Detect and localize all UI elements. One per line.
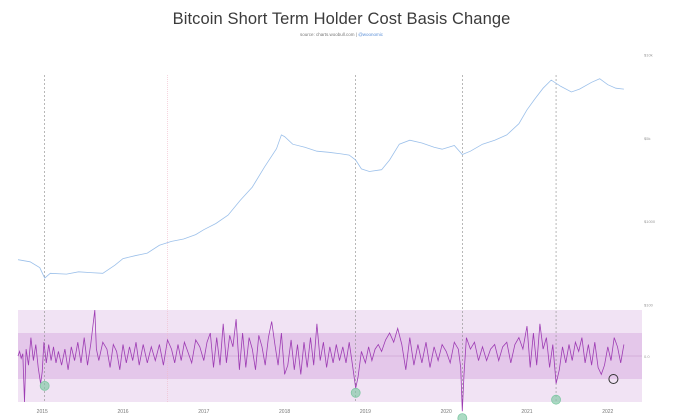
price-tick-label: $10k <box>644 53 653 58</box>
chart-subtitle: source: charts.woobull.com | @woonomic <box>0 32 683 37</box>
x-tick-label: 2022 <box>602 409 613 415</box>
price-line <box>17 78 624 279</box>
oscillator-bands <box>18 310 642 402</box>
x-tick-label: 2019 <box>360 409 371 415</box>
x-tick-label: 2020 <box>441 409 452 415</box>
highlight-point <box>457 413 468 420</box>
subtitle-handle: @woonomic <box>358 32 384 37</box>
chart-title: Bitcoin Short Term Holder Cost Basis Cha… <box>172 10 511 28</box>
price-tick-label: $100 <box>644 303 654 308</box>
price-tick-label: $5k <box>644 136 650 141</box>
y-axis: $10k $5k $1000 $100 0.0 <box>644 53 656 360</box>
highlight-point <box>608 374 619 384</box>
oscillator-series <box>17 309 625 412</box>
x-axis: 2015 2016 2017 2018 2019 2020 2021 2022 <box>37 409 614 415</box>
highlight-point <box>350 387 361 398</box>
highlight-point <box>39 380 50 391</box>
x-tick-label: 2015 <box>37 409 48 415</box>
price-series <box>17 78 624 279</box>
x-tick-label: 2016 <box>117 409 128 415</box>
price-tick-label: $1000 <box>644 219 656 224</box>
oscillator-tick-label: 0.0 <box>644 354 650 359</box>
oscillator-line <box>17 309 625 412</box>
x-tick-label: 2017 <box>198 409 209 415</box>
x-tick-label: 2018 <box>279 409 290 415</box>
highlight-point <box>551 394 561 405</box>
highlight-points <box>39 374 619 420</box>
x-tick-label: 2021 <box>521 409 532 415</box>
subtitle-source: source: charts.woobull.com | <box>299 32 359 37</box>
